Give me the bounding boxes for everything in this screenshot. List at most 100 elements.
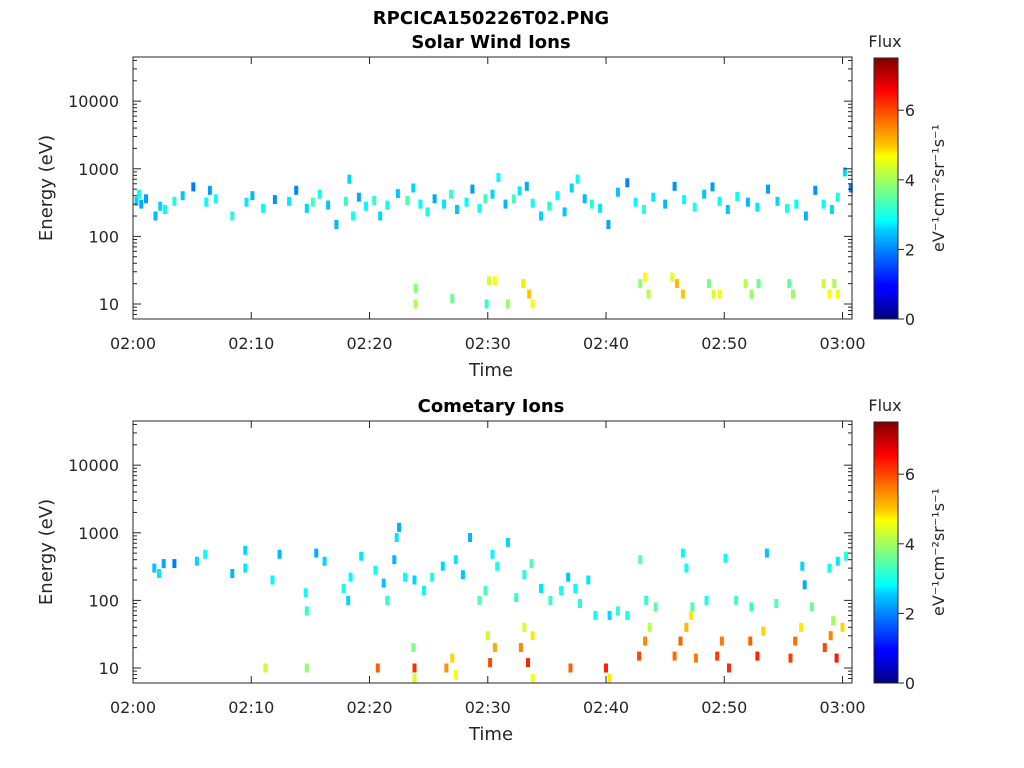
heatmap-cell bbox=[503, 199, 508, 209]
heatmap-cell bbox=[715, 651, 720, 661]
heatmap-cell bbox=[573, 584, 578, 593]
heatmap-cell bbox=[526, 658, 530, 668]
x-axis: 02:00 02:10 02:20 02:30 02:40 02:50 03:00 bbox=[110, 57, 866, 353]
heatmap-cell bbox=[835, 556, 840, 566]
heatmap-cell bbox=[230, 211, 235, 221]
y-tick-label: 10000 bbox=[68, 92, 119, 111]
heatmap-cell bbox=[745, 197, 750, 207]
heatmap-cell bbox=[453, 555, 458, 565]
heatmap-cell bbox=[470, 184, 475, 194]
heatmap-cell bbox=[562, 207, 567, 217]
heatmap-cell bbox=[809, 602, 814, 612]
heatmap-cell bbox=[764, 548, 769, 558]
heatmap-cell bbox=[575, 174, 580, 184]
heatmap-cell bbox=[615, 606, 620, 616]
heatmap-cell bbox=[492, 276, 497, 286]
heatmap-cell bbox=[411, 643, 416, 653]
heatmap-cell bbox=[672, 651, 677, 661]
y-axis: 10 100 1000 10000 bbox=[68, 423, 852, 684]
x-axis-label: Time bbox=[468, 724, 513, 745]
panel-title: Solar Wind Ions bbox=[411, 32, 570, 53]
heatmap-cell bbox=[582, 194, 587, 204]
heatmap-cell bbox=[303, 588, 308, 598]
heatmap-cell bbox=[678, 636, 683, 646]
heatmap-cells bbox=[134, 167, 853, 309]
heatmap-cell bbox=[831, 616, 836, 626]
colorbar-unit-label: eV⁻¹cm⁻²sr⁻¹s⁻¹ bbox=[929, 124, 948, 252]
heatmap-cell bbox=[787, 279, 792, 289]
heatmap-cell bbox=[790, 289, 795, 299]
heatmap-cell bbox=[586, 575, 591, 585]
heatmap-cell bbox=[488, 658, 493, 668]
heatmap-cell bbox=[310, 197, 315, 207]
heatmap-cell bbox=[487, 276, 491, 286]
heatmap-cell bbox=[835, 192, 840, 202]
heatmap-cell bbox=[395, 189, 400, 199]
heatmap-cell bbox=[403, 572, 407, 582]
x-tick-label: 02:00 bbox=[110, 698, 156, 717]
heatmap-cell bbox=[723, 553, 728, 563]
colorbar bbox=[873, 57, 899, 320]
heatmap-cell bbox=[505, 299, 510, 309]
heatmap-cell bbox=[775, 196, 780, 206]
heatmap-cell bbox=[848, 183, 853, 193]
heatmap-cell bbox=[136, 189, 141, 199]
y-tick-label: 10 bbox=[99, 295, 119, 314]
figure-title: RPCICA150226T02.PNG bbox=[373, 8, 609, 29]
heatmap-cell bbox=[153, 211, 158, 221]
heatmap-cell bbox=[680, 289, 685, 299]
heatmap-cell bbox=[392, 555, 397, 565]
heatmap-cell bbox=[813, 185, 818, 195]
colorbar-unit-label: eV⁻¹cm⁻²sr⁻¹s⁻¹ bbox=[929, 488, 948, 616]
plot-frame bbox=[132, 420, 853, 684]
heatmap-cell bbox=[647, 622, 652, 632]
colorbar-tick-label: 2 bbox=[905, 604, 915, 623]
heatmap-cell bbox=[444, 663, 449, 673]
heatmap-cell bbox=[578, 599, 582, 608]
heatmap-cell bbox=[372, 196, 377, 205]
colorbar-tick-label: 4 bbox=[905, 171, 915, 190]
colorbar-tick-label: 4 bbox=[905, 535, 915, 554]
heatmap-cell bbox=[766, 184, 770, 194]
plot-frame bbox=[132, 56, 853, 320]
heatmap-cell bbox=[261, 203, 266, 213]
heatmap-cell bbox=[341, 584, 346, 593]
heatmap-cell bbox=[304, 663, 309, 673]
heatmap-cell bbox=[607, 610, 612, 620]
heatmap-cell bbox=[460, 570, 465, 580]
y-axis: 10 100 1000 10000 bbox=[68, 59, 852, 320]
x-axis: 02:00 02:10 02:20 02:30 02:40 02:50 03:00 bbox=[110, 421, 866, 717]
heatmap-cell bbox=[207, 185, 212, 195]
colorbar-tick-label: 2 bbox=[905, 240, 915, 259]
heatmap-cell bbox=[646, 289, 651, 299]
y-tick-label: 10 bbox=[99, 659, 119, 678]
heatmap-cell bbox=[351, 211, 355, 221]
heatmap-cell bbox=[158, 201, 163, 211]
heatmap-cell bbox=[717, 196, 722, 206]
y-axis-label: Energy (eV) bbox=[36, 135, 57, 241]
heatmap-cell bbox=[748, 636, 753, 646]
x-tick-label: 02:10 bbox=[228, 334, 274, 353]
x-tick-label: 02:00 bbox=[110, 334, 156, 353]
heatmap-cell bbox=[432, 194, 437, 204]
heatmap-cell bbox=[822, 643, 827, 653]
heatmap-cell bbox=[689, 610, 694, 620]
heatmap-cell bbox=[272, 195, 277, 205]
heatmap-cell bbox=[802, 580, 807, 590]
heatmap-cell bbox=[468, 533, 472, 542]
heatmap-cell bbox=[397, 522, 402, 532]
y-axis-label: Energy (eV) bbox=[36, 499, 57, 605]
heatmap-cell bbox=[785, 203, 789, 213]
heatmap-cell bbox=[803, 211, 808, 221]
heatmap-cell bbox=[346, 595, 351, 605]
heatmap-cell bbox=[755, 202, 760, 212]
heatmap-cell bbox=[203, 549, 208, 559]
heatmap-cell bbox=[548, 595, 553, 605]
heatmap-cell bbox=[418, 199, 423, 209]
heatmap-cell bbox=[412, 674, 417, 683]
heatmap-cell bbox=[477, 595, 482, 605]
x-tick-label: 03:00 bbox=[819, 334, 865, 353]
heatmap-cell bbox=[761, 626, 766, 636]
colorbar bbox=[873, 421, 899, 684]
heatmap-cell bbox=[704, 595, 709, 605]
